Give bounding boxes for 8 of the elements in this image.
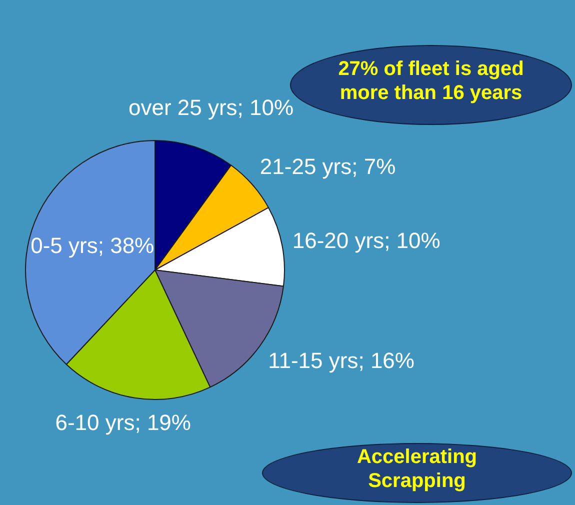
slice-label: over 25 yrs; 10% [128,94,294,121]
slice-label: 16-20 yrs; 10% [292,228,440,254]
slice-label: 11-15 yrs; 16% [268,348,414,374]
text: 27% of fleet is aged more than 16 years [337,57,525,105]
text: Accelerating Scrapping [356,445,478,493]
slice-label: 0-5 yrs; 38% [30,233,154,260]
slice-label: 6-10 yrs; 19% [55,410,191,436]
slice-label: 21-25 yrs; 7% [260,154,396,180]
